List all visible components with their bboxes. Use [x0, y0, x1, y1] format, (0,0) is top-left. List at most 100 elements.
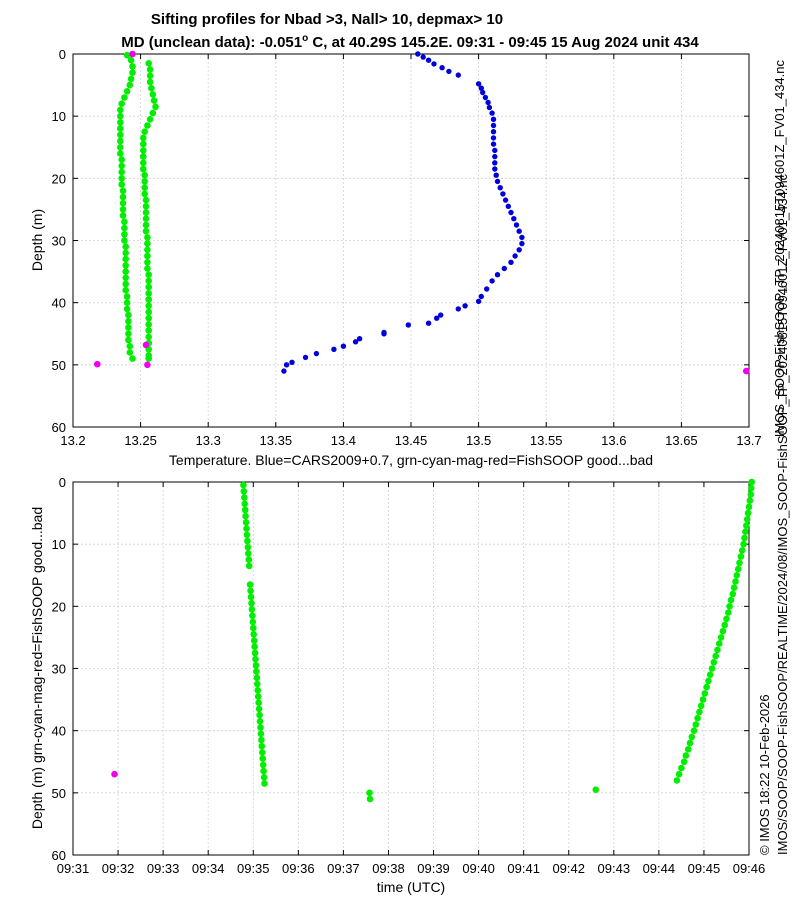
data-point: [111, 770, 118, 778]
data-point: [516, 247, 522, 253]
series-cars2009-0-7: [281, 51, 525, 374]
data-point: [251, 649, 259, 657]
data-point: [439, 65, 445, 71]
plot2-grid: [73, 482, 749, 855]
data-point: [144, 246, 151, 254]
y-tick-label: 50: [52, 786, 66, 801]
data-point: [146, 78, 154, 86]
y-tick-label: 10: [52, 537, 66, 552]
data-point: [726, 603, 733, 610]
data-point: [119, 206, 127, 213]
data-point: [126, 349, 134, 356]
data-point: [140, 134, 147, 142]
data-point: [251, 643, 258, 650]
data-point: [744, 509, 752, 517]
data-point: [145, 355, 152, 362]
credit-label: © IMOS 18:22 10-Feb-2026: [757, 694, 772, 855]
data-point: [455, 72, 461, 78]
x-tick-label: 09:35: [237, 861, 270, 876]
data-point: [492, 147, 498, 154]
data-point: [142, 196, 150, 204]
data-point: [258, 736, 265, 744]
x-tick-label: 13.35: [260, 433, 293, 448]
data-point: [149, 109, 157, 117]
data-point: [248, 606, 256, 613]
data-point: [242, 512, 249, 520]
series-fishsoop-bad: [94, 50, 750, 375]
x-tick-label: 09:37: [327, 861, 360, 876]
data-point: [127, 75, 135, 83]
data-point: [502, 197, 509, 203]
figure-title-line1: Sifting profiles for Nbad >3, Nall> 10, …: [151, 11, 503, 28]
data-point: [494, 272, 501, 278]
data-point: [123, 88, 131, 95]
data-point: [119, 199, 127, 207]
data-point: [241, 494, 248, 501]
y-tick-label: 40: [52, 724, 66, 739]
data-point: [150, 97, 158, 104]
data-point: [145, 290, 152, 297]
x-tick-label: 09:36: [282, 861, 315, 876]
data-point: [475, 81, 482, 87]
y-tick-label: 50: [52, 358, 66, 373]
x-tick-label: 09:46: [733, 861, 766, 876]
data-point: [340, 343, 347, 349]
data-point: [142, 209, 150, 216]
y-tick-label: 0: [59, 47, 66, 62]
data-point: [145, 60, 152, 67]
x-tick-label: 13.7: [736, 433, 761, 448]
data-point: [492, 153, 498, 160]
filename-label: IMOS_SOOP-FishSOOP_TP_20240815T094601Z_F…: [772, 60, 787, 438]
data-point: [142, 221, 150, 229]
data-point: [122, 286, 129, 294]
data-point: [696, 708, 703, 716]
data-point: [145, 308, 152, 316]
data-point: [122, 249, 129, 257]
data-point: [592, 786, 600, 793]
data-point: [142, 341, 150, 349]
data-point: [246, 581, 254, 588]
series-fishsoop-good: [240, 478, 755, 803]
data-point: [121, 94, 128, 101]
y-tick-label: 20: [52, 599, 66, 614]
data-point: [478, 293, 484, 300]
data-point: [680, 758, 688, 766]
data-point: [117, 137, 124, 145]
data-point: [256, 718, 264, 725]
data-point: [243, 531, 251, 539]
data-point: [145, 333, 152, 341]
data-point: [484, 286, 490, 292]
data-point: [675, 770, 683, 778]
data-point: [121, 237, 128, 244]
x-tick-label: 09:34: [192, 861, 225, 876]
data-point: [245, 556, 253, 563]
x-tick-label: 09:39: [417, 861, 450, 876]
plot2-ticks: 09:31 09:32 09:33 09:34 09:35 09:36 09:37 09:38…: [52, 475, 766, 876]
data-point: [258, 742, 266, 750]
x-tick-label: 13.4: [331, 433, 356, 448]
data-point: [254, 687, 262, 694]
data-point: [142, 227, 150, 235]
data-point: [117, 144, 124, 151]
data-point: [240, 488, 248, 495]
data-point: [140, 140, 147, 148]
data-point: [508, 209, 514, 216]
data-point: [302, 354, 309, 361]
data-point: [490, 135, 497, 141]
plot2-ylabel: Depth (m) grn-cyan-mag-red=FishSOOP good…: [29, 507, 45, 829]
data-point: [244, 537, 251, 545]
data-point: [712, 652, 719, 660]
temperature-depth-plot: 13.2 13.25 13.3 13.35 13.4 13.45 13.5 13.55 13.6…: [29, 47, 762, 468]
time-depth-plot: 09:31 09:32 09:33 09:34 09:35 09:36 09:37 09:38…: [29, 475, 765, 895]
data-point: [122, 243, 129, 250]
data-point: [697, 702, 705, 710]
data-point: [462, 303, 468, 309]
data-point: [119, 212, 127, 219]
data-point: [486, 104, 493, 111]
data-point: [252, 655, 259, 663]
data-point: [245, 550, 252, 557]
data-point: [121, 218, 128, 226]
data-point: [747, 491, 755, 498]
data-point: [144, 361, 151, 369]
data-point: [513, 222, 520, 228]
